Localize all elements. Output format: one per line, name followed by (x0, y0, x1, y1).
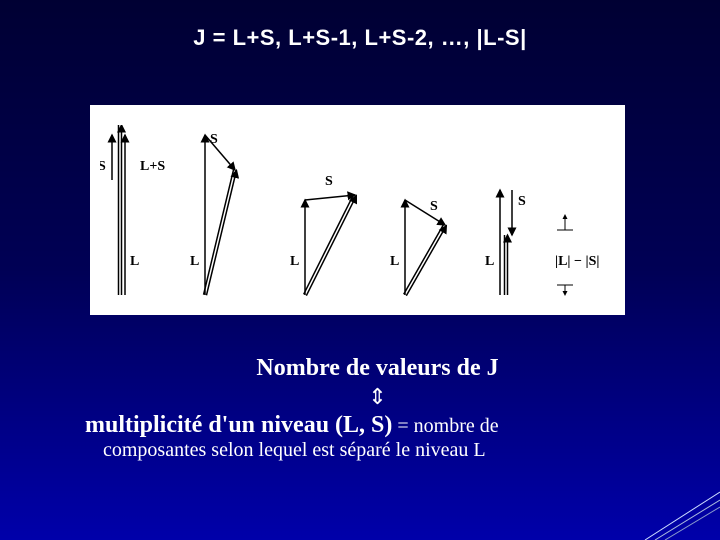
svg-text:L: L (130, 254, 139, 269)
vector-coupling-diagram: L S L+S L S L S L S L S |L| − |S| (100, 125, 615, 305)
svg-text:S: S (325, 174, 333, 189)
svg-text:L: L (485, 254, 494, 269)
formula-text: J = L+S, L+S-1, L+S-2, …, |L-S| (193, 25, 526, 50)
multiplicity-strong: multiplicité d'un niveau (L, S) (85, 412, 392, 438)
svg-text:S: S (100, 159, 106, 174)
explanation-text-block: Nombre de valeurs de J ⇕ multiplicité d'… (85, 355, 670, 462)
svg-text:|L| − |S|: |L| − |S| (555, 254, 599, 269)
svg-text:S: S (430, 199, 438, 214)
svg-text:L+S: L+S (140, 159, 165, 174)
formula-heading: J = L+S, L+S-1, L+S-2, …, |L-S| (0, 25, 720, 51)
svg-text:L: L (290, 254, 299, 269)
multiplicity-tail: = nombre de (392, 415, 498, 437)
values-of-j-line: Nombre de valeurs de J (85, 355, 670, 382)
svg-text:L: L (190, 254, 199, 269)
updown-arrow-icon: ⇕ (85, 384, 670, 410)
multiplicity-line: multiplicité d'un niveau (L, S) = nombre… (85, 412, 670, 439)
slide-corner-decoration (640, 480, 720, 540)
vector-diagram-panel: L S L+S L S L S L S L S |L| − |S| (90, 105, 625, 315)
svg-text:L: L (390, 254, 399, 269)
values-of-j-text: Nombre de valeurs de J (256, 355, 498, 381)
arrow-char: ⇕ (368, 384, 386, 409)
components-line: composantes selon lequel est séparé le n… (85, 439, 670, 462)
svg-text:S: S (210, 132, 218, 147)
svg-text:S: S (518, 194, 526, 209)
components-text: composantes selon lequel est séparé le n… (103, 439, 486, 461)
